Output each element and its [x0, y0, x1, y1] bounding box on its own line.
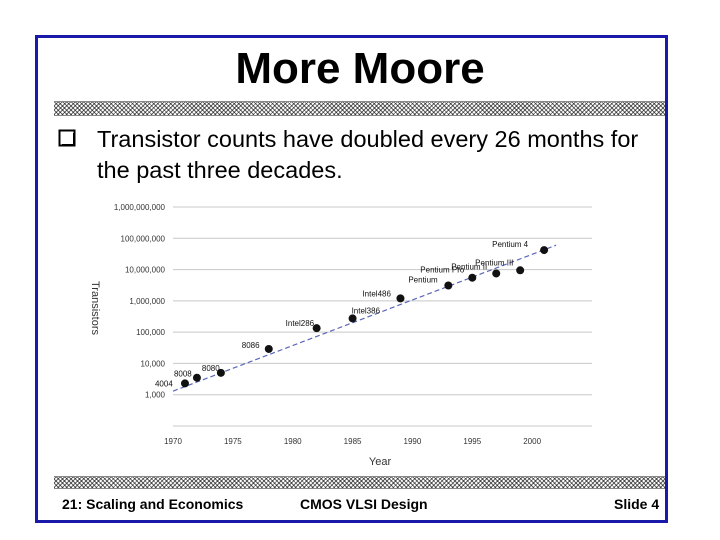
data-point — [492, 269, 501, 278]
x-axis-label: Year — [369, 456, 392, 468]
point-label: 8086 — [242, 341, 260, 350]
x-tick-label: 1980 — [284, 437, 302, 446]
title-divider — [54, 101, 665, 116]
footer-slide-number: Slide 4 — [614, 496, 660, 512]
data-point — [312, 324, 321, 333]
y-tick-label: 100,000 — [136, 328, 165, 337]
data-point — [216, 368, 225, 377]
data-point — [516, 266, 525, 275]
data-point — [264, 344, 273, 353]
point-label: Pentium — [408, 275, 438, 284]
y-tick-label: 1,000 — [145, 391, 166, 400]
data-point — [540, 246, 549, 255]
x-tick-label: 1985 — [344, 437, 362, 446]
x-tick-label: 1995 — [463, 437, 481, 446]
point-label: Pentium 4 — [492, 240, 529, 249]
x-tick-label: 1975 — [224, 437, 242, 446]
point-label: Pentium III — [475, 258, 513, 267]
footer-lecture: 21: Scaling and Economics — [62, 496, 244, 512]
x-tick-labels: 1970 1975 1980 1985 1990 1995 2000 — [164, 437, 541, 446]
y-axis-label: Transistors — [89, 281, 101, 335]
point-label: Intel286 — [286, 319, 315, 328]
data-point — [468, 273, 477, 282]
slide-title: More Moore — [235, 44, 485, 93]
point-label: 8080 — [202, 364, 220, 373]
y-tick-labels: 1,000 10,000 100,000 1,000,000 10,000,000 100… — [114, 203, 166, 400]
point-label: Pentium Pro — [420, 266, 465, 275]
y-tick-label: 10,000 — [141, 359, 166, 368]
y-tick-label: 100,000,000 — [121, 234, 166, 243]
footer-divider — [54, 476, 665, 489]
point-label: 4004 — [155, 379, 173, 388]
point-label: Intel486 — [362, 289, 391, 298]
bullet-text: Transistor counts have doubled every 26 … — [97, 126, 639, 183]
transistor-chart: 1,000 10,000 100,000 1,000,000 10,000,000 100… — [89, 203, 592, 468]
chart-grid — [173, 206, 592, 427]
slide-frame — [35, 35, 668, 523]
data-point — [444, 281, 453, 290]
y-tick-label: 1,000,000 — [129, 297, 165, 306]
y-tick-label: 1,000,000,000 — [114, 203, 166, 212]
point-label: Pentium II — [451, 262, 487, 271]
footer-course: CMOS VLSI Design — [300, 496, 428, 512]
point-label: Intel386 — [352, 306, 381, 315]
x-tick-label: 2000 — [523, 437, 541, 446]
data-point — [180, 379, 189, 388]
data-point — [348, 314, 357, 323]
x-tick-label: 1970 — [164, 437, 182, 446]
data-point — [396, 294, 405, 303]
y-tick-label: 10,000,000 — [125, 266, 166, 275]
trend-line — [172, 244, 557, 392]
point-label: 8008 — [174, 370, 192, 379]
checkbox-bullet-icon — [58, 129, 76, 147]
data-point — [192, 373, 201, 382]
x-tick-label: 1990 — [404, 437, 422, 446]
